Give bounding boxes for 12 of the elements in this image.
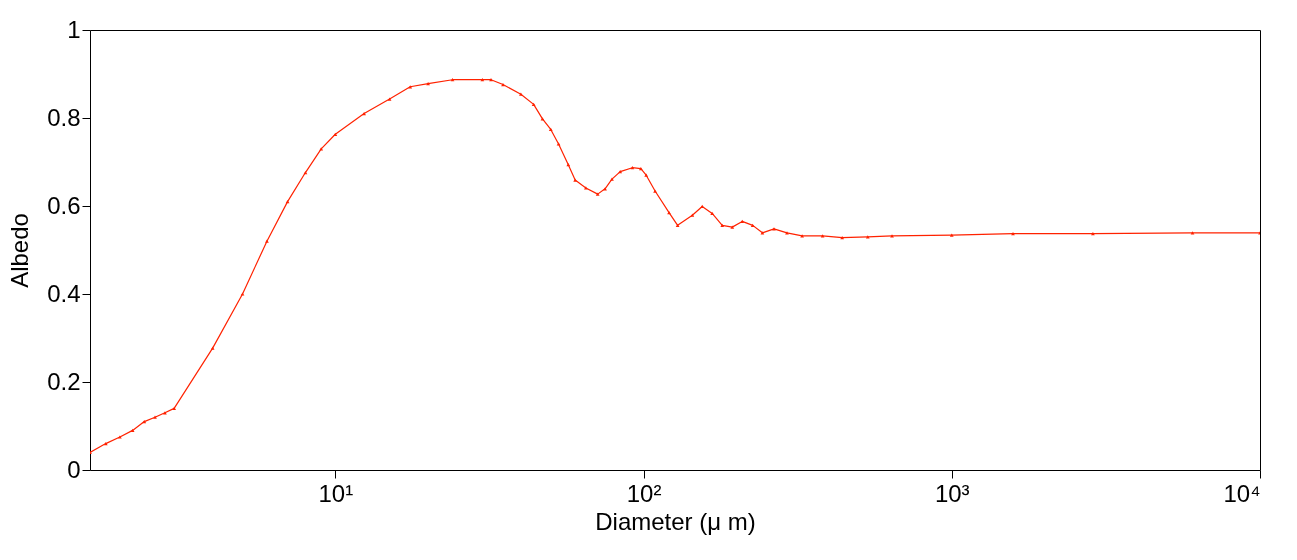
y-tick-label: 1 [67,15,81,43]
y-tick-label: 0.8 [47,103,81,131]
y-tick-label: 0.4 [47,279,81,307]
x-tick-label: 10⁴ [1223,479,1261,507]
y-tick-label: 0 [67,455,81,483]
x-axis-title: Diameter (μ m) [595,507,756,535]
x-tick-label: 10³ [934,479,970,507]
y-tick-label: 0.6 [47,191,81,219]
x-tick-label: 10² [626,479,662,507]
y-axis-title: Albedo [6,213,34,288]
y-tick-label: 0.2 [47,367,81,395]
x-tick-label: 10¹ [318,479,354,507]
